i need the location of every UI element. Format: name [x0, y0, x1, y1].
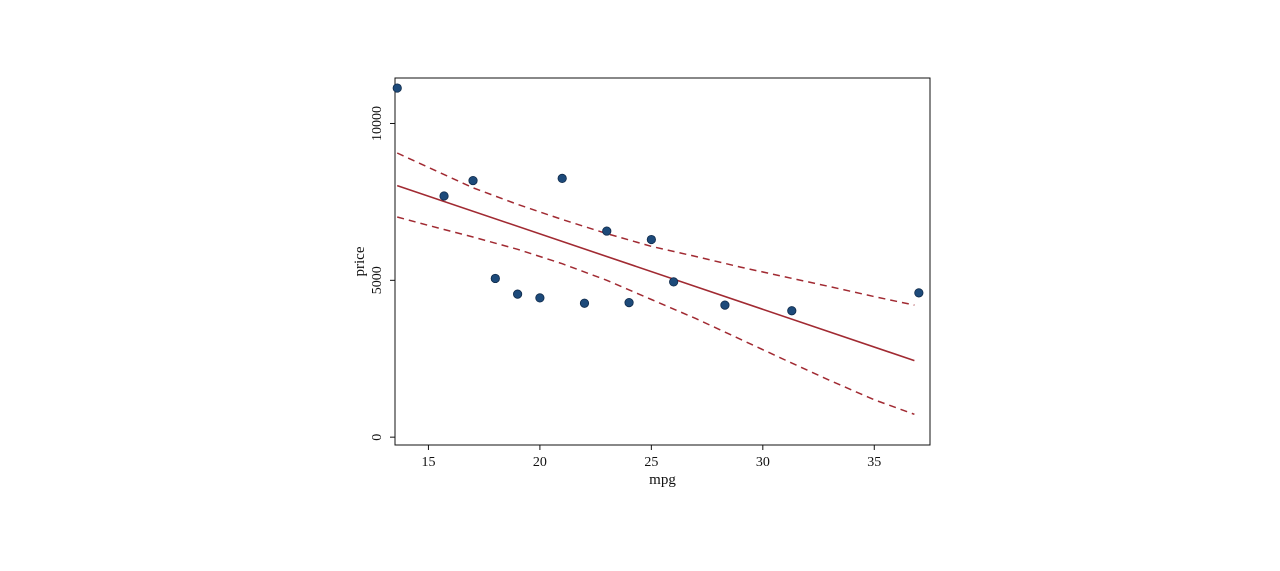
scatter-point — [669, 277, 679, 287]
scatter-point — [439, 191, 449, 201]
scatter-point — [490, 273, 500, 284]
scatter-point — [914, 288, 924, 298]
scatter-point — [720, 300, 730, 310]
scatter-point — [579, 298, 590, 308]
y-axis-title: price — [352, 246, 368, 276]
confidence-interval-layer — [396, 152, 915, 416]
y-tick-label: 10000 — [370, 106, 385, 141]
y-axis-ticks: 0 5000 10000 — [370, 106, 395, 441]
scatter-point — [392, 83, 402, 93]
ci-lower-line — [397, 216, 915, 416]
scatter-points-layer — [392, 83, 924, 316]
x-axis-title: mpg — [649, 472, 676, 488]
x-axis-ticks: 15 20 25 30 35 — [421, 445, 881, 470]
y-tick-label: 5000 — [370, 266, 385, 294]
fit-line-layer — [396, 184, 915, 362]
scatter-point — [787, 306, 797, 316]
x-tick-label: 15 — [421, 455, 435, 470]
scatter-point — [513, 289, 523, 299]
y-tick-label: 0 — [370, 434, 385, 441]
fit-line — [396, 184, 915, 362]
scatter-point — [468, 175, 478, 186]
plot-frame — [394, 77, 931, 446]
x-tick-label: 30 — [756, 455, 770, 470]
scatter-point — [535, 293, 545, 303]
scatter-point — [624, 297, 634, 308]
x-tick-label: 35 — [867, 455, 881, 470]
ci-upper-line — [396, 152, 915, 306]
scatter-point — [602, 226, 612, 236]
x-tick-label: 25 — [644, 455, 658, 470]
scatter-point — [557, 173, 567, 183]
x-tick-label: 20 — [533, 455, 547, 470]
scatter-point — [646, 234, 656, 245]
